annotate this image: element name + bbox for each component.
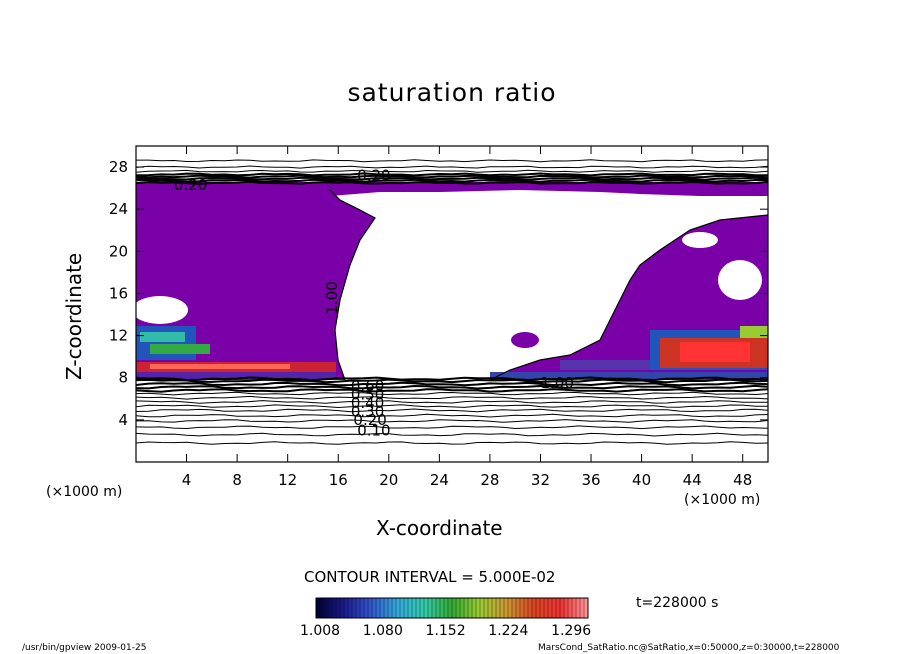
contour-line xyxy=(136,413,768,418)
x-tick-label: 32 xyxy=(531,471,550,489)
contour-interval: CONTOUR INTERVAL = 5.000E-02 xyxy=(304,568,556,586)
y-axis-label: Z-coordinate xyxy=(62,252,86,380)
contour-label: 0.20 xyxy=(357,166,390,184)
contour-line xyxy=(136,441,768,445)
contour-line xyxy=(136,400,768,404)
contour-line xyxy=(136,388,768,393)
contour-label: 0.30 xyxy=(351,402,384,420)
contour-label: 0.20 xyxy=(174,176,207,194)
y-tick-label: 16 xyxy=(109,284,128,302)
contour-label: 0.40 xyxy=(351,394,384,412)
contour-line xyxy=(136,376,768,382)
contour-label: 0.60 xyxy=(351,377,384,395)
contour-line xyxy=(136,159,768,163)
colored-patch-left xyxy=(136,326,336,380)
contour-line xyxy=(136,425,768,430)
y-tick-label: 4 xyxy=(118,411,128,429)
contour-line xyxy=(136,176,768,181)
x-tick-label: 48 xyxy=(733,471,752,489)
colorbar-tick-label: 1.008 xyxy=(300,623,341,639)
contour-line xyxy=(136,178,768,183)
x-unit-label-right: (×1000 m) xyxy=(684,492,761,508)
colorbar-tick-label: 1.080 xyxy=(362,623,403,639)
y-tick-label: 24 xyxy=(109,200,128,218)
contour-label: 1.00 xyxy=(540,374,573,392)
x-tick-label: 36 xyxy=(581,471,600,489)
contour-line xyxy=(136,384,768,390)
purple-upper-strip xyxy=(136,182,768,196)
x-axis-ticks: 4 8 12 16 20 24 28 32 36 40 44 48 xyxy=(182,146,752,489)
contour-labels: 0.100.200.300.400.500.601.001.000.200.20 xyxy=(174,166,574,439)
colorbar-tick-label: 1.296 xyxy=(551,623,592,639)
contour-line xyxy=(136,180,768,185)
contour-label: 0.10 xyxy=(357,421,390,439)
x-tick-label: 12 xyxy=(278,471,297,489)
x-tick-label: 28 xyxy=(480,471,499,489)
contour-line xyxy=(136,174,768,179)
colorbar-tick-label: 1.152 xyxy=(425,623,466,639)
x-tick-label: 20 xyxy=(379,471,398,489)
contour-line xyxy=(136,419,768,423)
contour-line xyxy=(136,169,768,173)
x-tick-label: 44 xyxy=(683,471,702,489)
contour-line xyxy=(136,395,768,400)
chart-title: saturation ratio xyxy=(347,78,557,107)
heatmap-field xyxy=(136,159,768,462)
contour-line xyxy=(136,408,768,413)
x-tick-label: 16 xyxy=(329,471,348,489)
contour-line xyxy=(136,172,768,177)
y-axis-ticks: 4 8 12 16 20 24 28 xyxy=(109,158,768,429)
x-tick-label: 8 xyxy=(232,471,242,489)
x-unit-label-left: (×1000 m) xyxy=(46,484,123,500)
x-tick-label: 4 xyxy=(182,471,192,489)
y-tick-label: 12 xyxy=(109,327,128,345)
contour-label: 0.50 xyxy=(351,386,384,404)
contour-line xyxy=(136,391,768,396)
colorbar-stripes xyxy=(319,598,585,618)
footer-left: /usr/bin/gpview 2009-01-25 xyxy=(22,643,147,653)
footer-right: MarsCond_SatRatio.nc@SatRatio,x=0:50000,… xyxy=(538,643,840,653)
colorbar-tick-label: 1.224 xyxy=(488,623,529,639)
contour-line xyxy=(136,381,768,387)
y-tick-label: 28 xyxy=(109,158,128,176)
contour-line xyxy=(136,432,768,437)
x-tick-label: 24 xyxy=(430,471,449,489)
colored-patch-right xyxy=(490,326,768,380)
contour-line xyxy=(136,378,768,384)
plot-frame xyxy=(135,145,769,463)
contour-line-unity xyxy=(329,189,768,381)
contour-line xyxy=(136,165,768,169)
time-label: t=228000 s xyxy=(636,595,719,611)
x-tick-label: 40 xyxy=(632,471,651,489)
contour-line xyxy=(136,404,768,409)
contour-lines xyxy=(136,159,768,445)
y-tick-label: 8 xyxy=(118,369,128,387)
x-axis-label: X-coordinate xyxy=(376,516,503,540)
y-tick-label: 20 xyxy=(109,242,128,260)
contour-label: 0.20 xyxy=(353,411,386,429)
contour-label: 1.00 xyxy=(323,281,341,314)
